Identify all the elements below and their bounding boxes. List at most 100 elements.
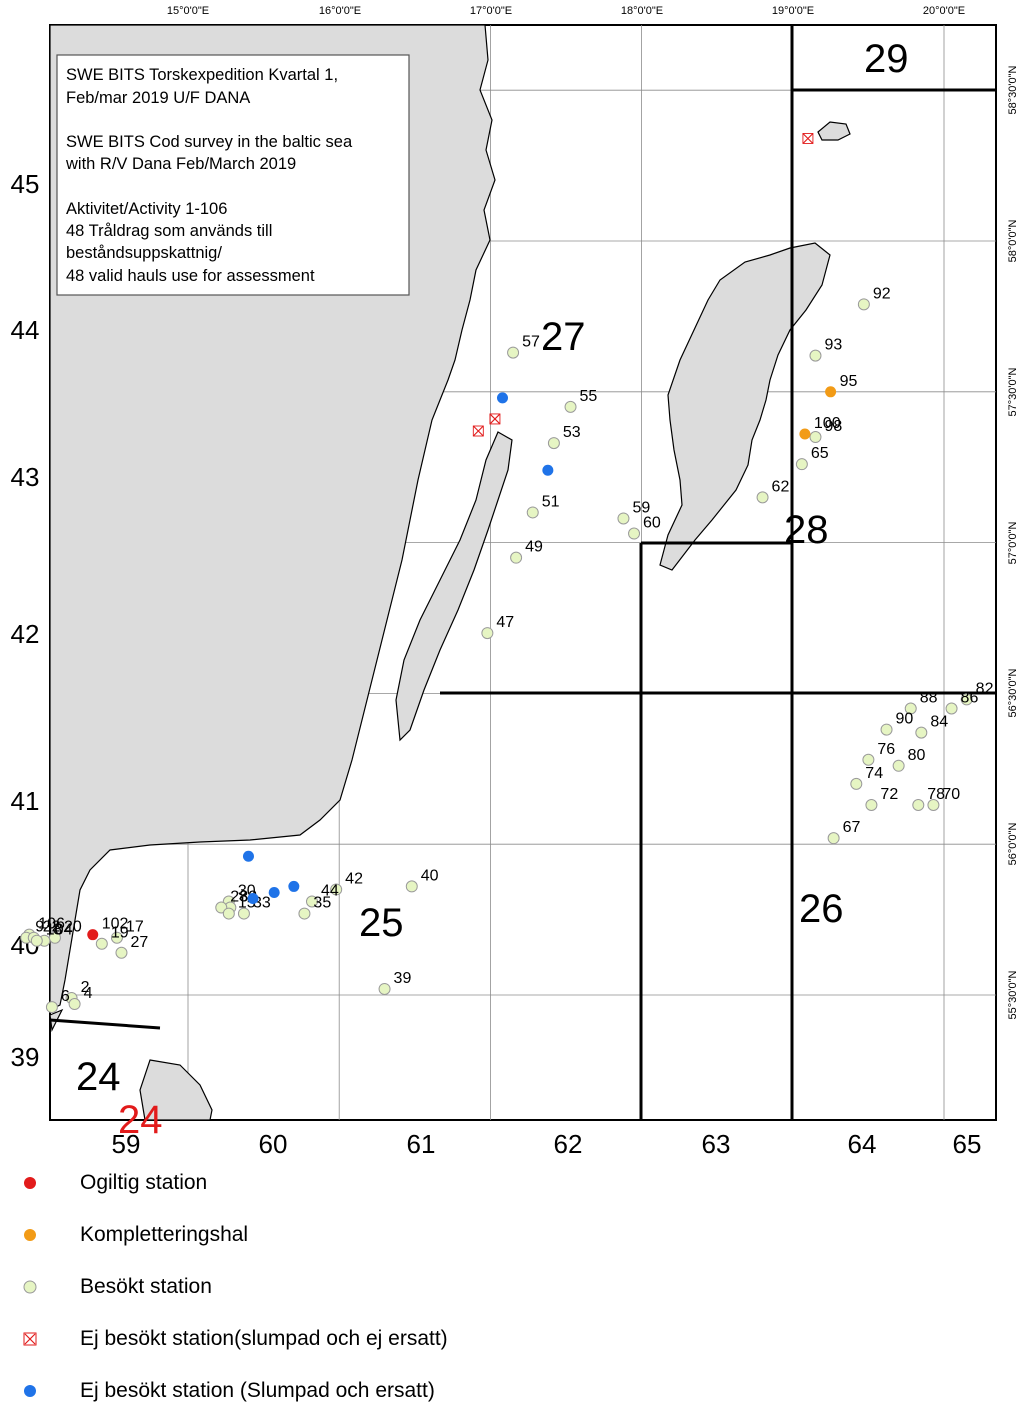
station-marker-visited [865,798,878,811]
station-label: 82 [976,680,994,697]
station-marker-visited [827,832,840,845]
station-label: 6 [61,988,70,1005]
subdivision-label: 29 [864,37,909,81]
rect-col-label: 59 [112,1129,141,1159]
station-marker-visited [298,907,311,920]
station-label: 42 [345,870,363,887]
top-tick: 18°0'0"E [621,5,663,17]
station-marker-orange [825,386,837,398]
bottom-rect-labels: 59 60 61 62 63 64 65 [112,1129,982,1159]
station-marker-visited [850,777,863,790]
subdivision-labels: 29 27 28 25 26 24 24 [76,37,909,1142]
station-marker-visited [378,982,391,995]
legend-symbol-red [24,1177,36,1189]
right-tick: 58°0'0"N [1007,220,1019,263]
station-label: 9 [35,919,44,936]
station-label: 44 [321,883,339,900]
station-label: 49 [525,539,543,556]
station-label: 40 [421,867,439,884]
station-label: 100 [814,415,841,432]
rect-col-label: 61 [407,1129,436,1159]
station-label: 27 [130,934,148,951]
station-marker-visited [305,895,318,908]
legend-symbol-blue [24,1385,36,1397]
station-label: 19 [111,925,129,942]
station-marker-visited [507,346,520,359]
station-label: 2 [81,979,90,996]
station-label: 86 [961,689,979,706]
station-marker-visited [915,726,928,739]
island-gotland [659,242,831,571]
station-marker-visited [892,759,905,772]
map: SWE BITS Torskexpedition Kvartal 1, Feb/… [11,5,1019,1159]
station-marker-blue [542,464,554,476]
top-tick: 15°0'0"E [167,5,209,17]
station-label: 74 [865,765,883,782]
island-gotska-sandon [817,121,851,141]
legend-label: Kompletteringshal [80,1223,249,1246]
station-marker-visited [617,512,630,525]
station-label: 98 [824,418,842,435]
station-marker-visited [960,693,973,706]
station-label: 8 [53,922,62,939]
island-oland [395,431,513,742]
legend-symbol-cross [23,1332,37,1346]
info-line: SWE BITS Cod survey in the baltic sea [66,133,353,151]
info-line: 48 valid hauls use for assessment [66,267,315,285]
station-marker-visited [95,937,108,950]
station-label: 76 [877,741,895,758]
station-marker-visited [481,627,494,640]
rect-row-label: 41 [11,786,40,816]
subdivision-boundaries [49,25,996,1120]
station-label: 84 [930,714,948,731]
station-marker-visited [945,702,958,715]
subdivision-label: 28 [784,508,829,552]
station-marker-visited [795,458,808,471]
subdivision-label: 26 [799,887,844,931]
info-line: beståndsuppskattnig/ [66,244,222,262]
station-label: 78 [927,786,945,803]
rect-row-label: 39 [11,1042,40,1072]
rect-row-label: 42 [11,619,40,649]
station-label: 28 [230,889,248,906]
legend-label: Ej besökt station (Slumpad och ersatt) [80,1379,435,1402]
station-marker-visited [110,931,123,944]
rect-col-label: 60 [259,1129,288,1159]
legend-symbol-orange [24,1229,36,1241]
right-tick: 56°30'0"N [1007,668,1019,717]
rect-col-label: 64 [848,1129,877,1159]
rect-col-label: 62 [554,1129,583,1159]
station-marker-visited [904,702,917,715]
station-label: 62 [772,478,790,495]
station-marker-blue [268,886,280,898]
top-tick: 20°0'0"E [923,5,965,17]
right-tick: 56°0'0"N [1007,823,1019,866]
info-line: 48 Tråldrag som används till [66,222,272,240]
station-marker-visited [45,1001,58,1014]
legend-label: Ej besökt station(slumpad och ej ersatt) [80,1327,448,1350]
left-rect-labels: 45 44 43 42 41 40 39 [11,169,40,1072]
stations: 5755535149475960626598100959392828688849… [20,133,994,1014]
info-line: Feb/mar 2019 U/F DANA [66,89,250,107]
subdivision-label-red: 24 [118,1098,163,1142]
station-label: 65 [811,445,829,462]
info-line: Aktivitet/Activity 1-106 [66,200,227,218]
info-line: with R/V Dana Feb/March 2019 [65,155,296,173]
station-label: 104 [46,922,73,939]
rect-col-label: 65 [953,1129,982,1159]
top-tick: 19°0'0"E [772,5,814,17]
station-label: 59 [632,499,650,516]
station-marker-cross [802,133,814,144]
station-label: 60 [643,515,661,532]
right-tick: 58°30'0"N [1007,65,1019,114]
station-marker-red [87,929,99,941]
station-marker-visited [809,431,822,444]
subdivision-label: 27 [541,315,586,359]
subdivision-label: 25 [359,901,404,945]
station-marker-visited [927,798,940,811]
station-label: 92 [873,285,891,302]
station-marker-visited [68,998,81,1011]
station-marker-visited [405,880,418,893]
station-marker-visited [857,298,870,311]
station-marker-cross [472,425,484,437]
